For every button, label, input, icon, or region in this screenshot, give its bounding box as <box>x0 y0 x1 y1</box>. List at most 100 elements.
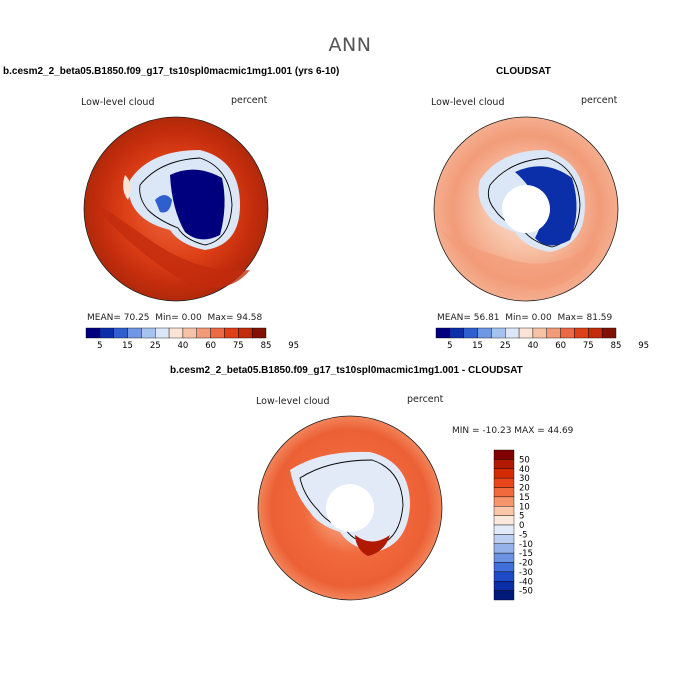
colorbar-obs-swatch <box>574 327 589 339</box>
colorbar-model-label: 85 <box>261 341 272 351</box>
map-model-coastline <box>139 157 233 246</box>
panel-obs-units: percent <box>581 95 618 106</box>
colorbar-obs-swatch <box>518 327 534 339</box>
colorbar-model-label: 75 <box>233 341 244 351</box>
colorbar-diff-label: -50 <box>519 587 533 597</box>
colorbar-diff-label: 10 <box>519 502 530 512</box>
colorbar-diff-swatch <box>493 543 515 554</box>
colorbar-diff-swatch <box>493 487 515 498</box>
colorbar-obs: 5 15 25 40 60 75 85 95 <box>435 327 649 351</box>
colorbar-model-label: 40 <box>178 341 189 351</box>
colorbar-obs-label: 75 <box>583 341 594 351</box>
colorbar-obs-swatch <box>560 327 575 339</box>
colorbar-diff-swatch <box>493 459 515 469</box>
colorbar-model-swatch <box>238 327 253 339</box>
colorbar-model-swatch <box>251 327 267 339</box>
colorbar-obs-swatch <box>491 327 506 339</box>
map-diff <box>257 415 443 601</box>
colorbar-diff-label: -10 <box>519 540 533 550</box>
colorbar-obs-swatch <box>463 327 478 339</box>
colorbar-diff-swatch <box>493 468 515 479</box>
panel-diff-header: b.cesm2_2_beta05.B1850.f09_g17_ts10spl0m… <box>170 365 523 376</box>
colorbar-diff-swatch <box>493 506 515 516</box>
panel-obs-stats: MEAN= 56.81 Min= 0.00 Max= 81.59 <box>437 313 613 323</box>
colorbar-model-swatch <box>113 327 128 339</box>
colorbar-obs-swatch <box>477 327 492 339</box>
colorbar-diff-label: -20 <box>519 559 533 569</box>
colorbar-model-swatch <box>99 327 114 339</box>
colorbar-diff-label: 15 <box>519 493 530 503</box>
colorbar-diff-swatch <box>493 496 515 507</box>
colorbar-diff-label: -5 <box>519 530 527 540</box>
panel-model-max: 94.58 <box>236 313 263 323</box>
colorbar-model-swatch <box>196 327 211 339</box>
colorbar-model-swatch <box>182 327 197 339</box>
colorbar-diff-label: 50 <box>519 455 530 465</box>
colorbar-obs-swatch <box>449 327 464 339</box>
map-model-band <box>90 200 250 288</box>
map-model <box>83 116 269 302</box>
colorbar-diff-label: 5 <box>519 512 524 522</box>
colorbar-model: 5 15 25 40 60 75 85 95 <box>85 327 299 351</box>
colorbar-obs-swatch <box>505 327 520 339</box>
map-diff-no-data <box>326 484 374 532</box>
panel-model-stats: MEAN= 70.25 Min= 0.00 Max= 94.58 <box>87 313 263 323</box>
colorbar-model-swatch <box>210 327 225 339</box>
colorbar-diff-swatch <box>493 581 515 591</box>
panel-model-min: 0.00 <box>181 313 202 323</box>
colorbar-model-swatch <box>127 327 142 339</box>
colorbar-model-label: 95 <box>288 341 299 351</box>
map-model-low-cloud <box>170 169 225 240</box>
colorbar-obs-label: 40 <box>528 341 539 351</box>
colorbar-model-swatch <box>224 327 239 339</box>
colorbar-diff-swatch <box>493 449 515 460</box>
map-obs-no-data <box>502 185 550 233</box>
map-model-patch <box>155 195 172 213</box>
panel-model-units: percent <box>231 95 268 106</box>
colorbar-diff-label: 0 <box>519 521 524 531</box>
colorbar-obs-label: 60 <box>555 341 566 351</box>
colorbar-diff-label: -40 <box>519 577 533 587</box>
colorbar-diff-swatch <box>493 534 515 544</box>
colorbar-obs-swatch <box>435 327 451 339</box>
colorbar-model-swatch <box>85 327 101 339</box>
colorbar-obs-label: 5 <box>447 341 452 351</box>
colorbar-obs-label: 15 <box>472 341 483 351</box>
colorbar-obs-swatch <box>546 327 561 339</box>
panel-obs-min: 0.00 <box>531 313 552 323</box>
colorbar-diff-swatch <box>493 477 515 488</box>
colorbar-obs-swatch <box>588 327 603 339</box>
colorbar-diff-label: -30 <box>519 568 533 578</box>
panel-obs-max: 81.59 <box>586 313 613 323</box>
colorbar-diff-label: 20 <box>519 484 530 494</box>
colorbar-obs-label: 25 <box>500 341 511 351</box>
colorbar-model-swatch <box>141 327 156 339</box>
map-model-peninsula <box>123 175 131 200</box>
colorbar-model-label: 25 <box>150 341 161 351</box>
colorbar-diff-swatch <box>493 571 515 582</box>
panel-diff-stats: MIN = -10.23 MAX = 44.69 <box>452 426 574 436</box>
panel-obs-header: CLOUDSAT <box>496 66 551 77</box>
colorbar-model-label: 15 <box>122 341 133 351</box>
colorbar-diff-swatch <box>493 515 515 526</box>
panel-diff-variable: Low-level cloud <box>256 396 330 407</box>
panel-diff-units: percent <box>407 394 444 405</box>
colorbar-obs-swatch <box>532 327 547 339</box>
panel-model-variable: Low-level cloud <box>81 97 155 108</box>
colorbar-model-label: 5 <box>97 341 102 351</box>
colorbar-diff-label: 30 <box>519 474 530 484</box>
panel-model-header: b.cesm2_2_beta05.B1850.f09_g17_ts10spl0m… <box>3 66 340 77</box>
colorbar-diff-swatch <box>493 590 515 601</box>
map-obs <box>433 116 619 302</box>
colorbar-model-swatch <box>168 327 184 339</box>
colorbar-diff-swatch <box>493 524 515 535</box>
figure-title: ANN <box>328 34 372 56</box>
map-diff-positive-patch <box>355 535 390 556</box>
colorbar-obs-label: 85 <box>611 341 622 351</box>
colorbar-obs-swatch <box>601 327 617 339</box>
panel-obs-variable: Low-level cloud <box>431 97 505 108</box>
colorbar-diff-swatch <box>493 552 515 563</box>
panel-obs-mean: 56.81 <box>473 313 500 323</box>
